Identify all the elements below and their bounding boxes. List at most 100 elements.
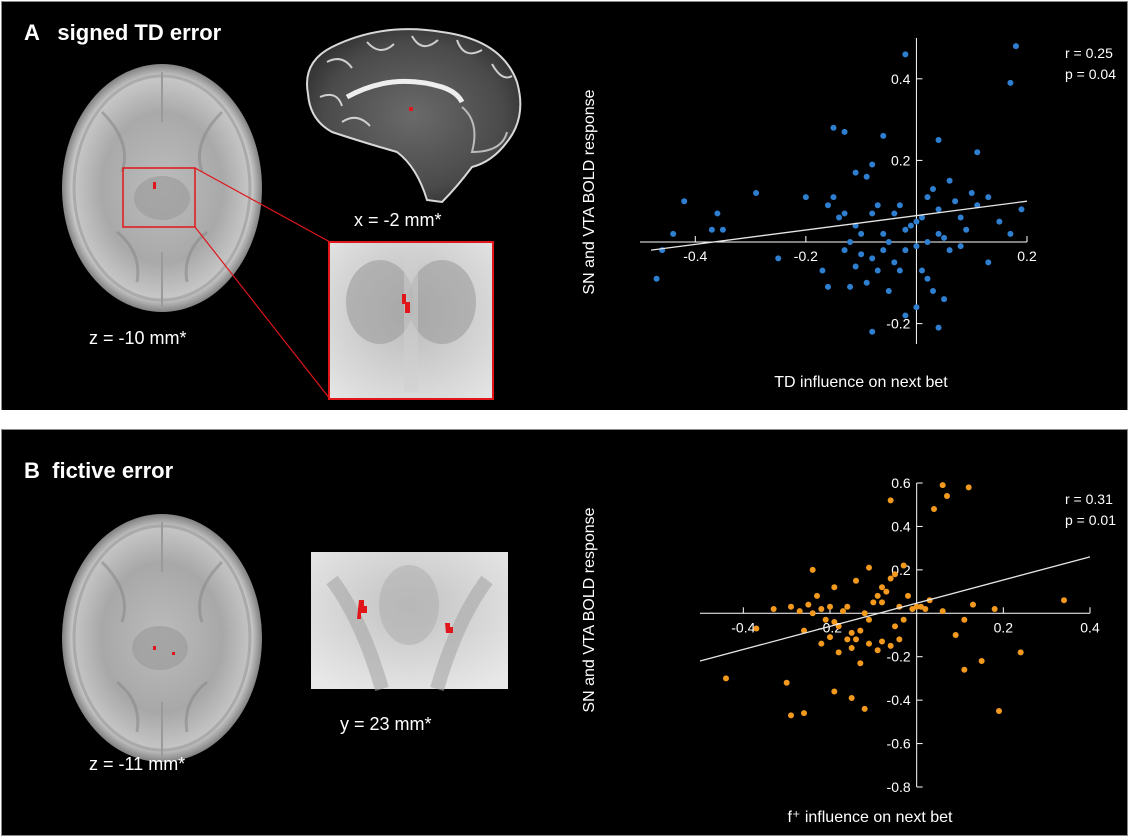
- data-point: [879, 599, 885, 606]
- data-point: [902, 312, 909, 319]
- data-point: [985, 194, 992, 201]
- data-point: [1018, 206, 1025, 213]
- zoomed-midbrain-inset-a: [328, 241, 494, 400]
- panel-gap: [0, 410, 1129, 430]
- panel-a-title-text: signed TD error: [57, 20, 222, 45]
- data-point: [892, 623, 898, 630]
- data-point: [965, 484, 972, 491]
- data-point: [924, 239, 931, 245]
- data-point: [775, 255, 782, 262]
- data-point: [905, 592, 911, 599]
- data-point: [858, 251, 865, 258]
- y-tick-label: -0.6: [887, 736, 911, 752]
- data-point: [835, 649, 842, 656]
- panel-b: B fictive error: [1, 429, 1128, 836]
- data-point: [831, 688, 838, 695]
- data-point: [902, 226, 909, 233]
- data-point: [870, 599, 877, 606]
- panel-b-title-text: fictive error: [52, 458, 174, 483]
- stats-label: p = 0.04: [1065, 66, 1116, 82]
- data-point: [847, 283, 854, 290]
- data-point: [968, 190, 975, 197]
- y-axis-label: SN and VTA BOLD response: [581, 89, 598, 294]
- axial-caption-a: z = -10 mm*: [89, 328, 187, 348]
- data-point: [991, 605, 998, 612]
- data-point: [852, 263, 859, 270]
- data-point: [941, 234, 948, 241]
- data-point: [985, 259, 992, 266]
- roi-box-a: [122, 167, 196, 228]
- axial-brain-slice-a: [62, 64, 262, 312]
- data-point: [952, 632, 959, 638]
- data-point: [653, 275, 660, 282]
- panel-a-letter: A: [24, 20, 40, 45]
- data-point: [753, 625, 760, 632]
- data-point: [848, 629, 855, 636]
- data-point: [857, 627, 864, 634]
- data-point: [900, 616, 907, 623]
- activation-spot: [153, 646, 156, 650]
- data-point: [869, 328, 876, 335]
- y-tick-label: -0.8: [887, 779, 911, 795]
- data-point: [818, 605, 825, 612]
- data-point: [708, 226, 715, 233]
- stats-label: p = 0.01: [1065, 512, 1116, 528]
- coronal-slice-b: [311, 552, 508, 691]
- data-point: [913, 218, 920, 225]
- data-point: [885, 287, 892, 294]
- sagittal-brain-slice-a: [306, 28, 522, 204]
- data-point: [670, 230, 677, 237]
- data-point: [1061, 597, 1067, 604]
- data-point: [809, 566, 816, 573]
- panel-b-letter: B: [24, 458, 40, 483]
- data-point: [974, 149, 981, 156]
- data-point: [874, 592, 881, 599]
- sagittal-caption-a: x = -2 mm*: [354, 210, 442, 230]
- data-point: [961, 616, 968, 623]
- data-point: [830, 124, 837, 131]
- data-point: [930, 185, 937, 192]
- data-point: [1012, 43, 1019, 50]
- y-tick-label: 0.4: [891, 71, 911, 87]
- data-point: [944, 493, 950, 500]
- data-point: [874, 267, 881, 274]
- data-point: [801, 710, 807, 717]
- data-point: [827, 634, 833, 641]
- data-point: [939, 608, 946, 615]
- data-point: [900, 562, 907, 569]
- data-point: [935, 206, 942, 213]
- panel-a-title: A signed TD error: [24, 20, 221, 46]
- data-point: [924, 275, 931, 282]
- data-point: [822, 616, 829, 623]
- data-point: [788, 603, 794, 610]
- x-tick-label: -0.4: [731, 619, 755, 635]
- panel-a-brain-images: [62, 28, 522, 400]
- data-point: [902, 51, 909, 58]
- axial-brain-slice-b: [62, 514, 262, 762]
- panel-b-title: B fictive error: [24, 458, 173, 484]
- data-point: [841, 210, 848, 217]
- x-tick-label: 0.4: [1080, 619, 1100, 635]
- data-point: [714, 210, 721, 217]
- data-point: [848, 645, 855, 652]
- x-axis-label: f⁺ influence on next bet: [788, 809, 954, 826]
- data-point: [922, 605, 929, 612]
- data-point: [869, 161, 876, 168]
- data-point: [879, 584, 885, 591]
- data-point: [866, 616, 872, 623]
- x-tick-label: 0.2: [1017, 248, 1037, 264]
- data-point: [880, 230, 887, 237]
- x-axis-label: TD influence on next bet: [774, 374, 948, 391]
- data-point: [840, 608, 846, 615]
- y-tick-label: 0.4: [891, 518, 911, 534]
- data-point: [918, 267, 925, 274]
- data-point: [963, 226, 970, 233]
- data-point: [883, 588, 890, 595]
- data-point: [887, 575, 894, 582]
- data-point: [723, 675, 729, 682]
- data-point: [814, 592, 820, 599]
- data-point: [836, 214, 843, 221]
- data-point: [885, 239, 892, 245]
- regression-line: [650, 200, 1028, 251]
- stats-label: r = 0.31: [1065, 491, 1113, 507]
